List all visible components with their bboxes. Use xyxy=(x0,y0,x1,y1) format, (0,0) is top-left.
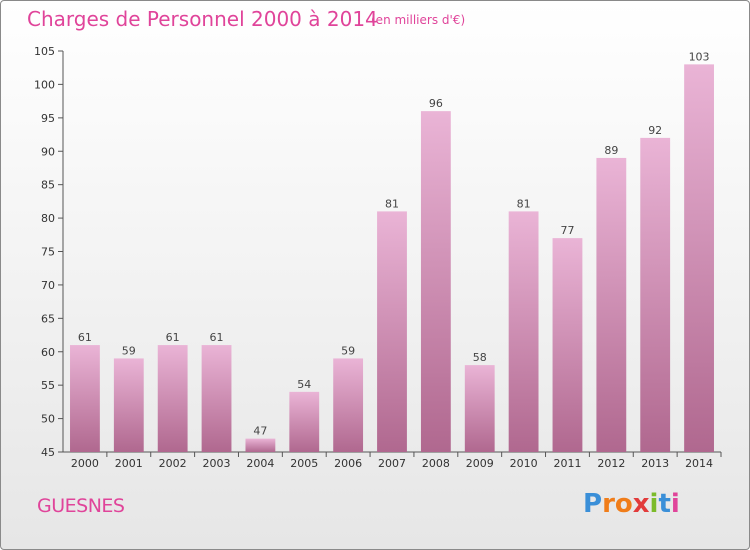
data-label: 59 xyxy=(341,344,355,357)
y-tick-label: 60 xyxy=(41,346,55,359)
x-tick-label: 2013 xyxy=(641,457,669,470)
x-tick-label: 2011 xyxy=(553,457,581,470)
logo-letter: x xyxy=(632,489,650,519)
y-tick-label: 50 xyxy=(41,413,55,426)
bar xyxy=(289,391,320,452)
bar xyxy=(201,345,232,452)
bar xyxy=(640,137,671,452)
data-label: 92 xyxy=(648,124,662,137)
x-tick-label: 2008 xyxy=(422,457,450,470)
bar xyxy=(420,111,451,453)
x-tick-label: 2009 xyxy=(466,457,494,470)
chart-subtitle: (en milliers d'€) xyxy=(371,13,466,27)
data-label: 47 xyxy=(253,425,267,438)
x-tick-label: 2005 xyxy=(290,457,318,470)
data-label: 61 xyxy=(166,331,180,344)
data-label: 61 xyxy=(78,331,92,344)
logo-letter: i xyxy=(649,489,659,519)
y-tick-label: 70 xyxy=(41,279,55,292)
chart-title: Charges de Personnel 2000 à 2014 xyxy=(27,7,378,31)
y-tick-label: 80 xyxy=(41,212,55,225)
x-tick-label: 2002 xyxy=(159,457,187,470)
bar xyxy=(157,345,188,452)
bar xyxy=(113,358,144,452)
bar xyxy=(552,238,583,452)
data-label: 61 xyxy=(210,331,224,344)
data-label: 103 xyxy=(689,50,710,63)
x-tick-label: 2010 xyxy=(510,457,538,470)
bar xyxy=(70,345,100,452)
bar xyxy=(464,365,495,452)
bar xyxy=(596,157,627,452)
logo-letter: o xyxy=(614,489,633,519)
y-tick-label: 45 xyxy=(41,446,55,459)
bar xyxy=(377,211,407,452)
data-label: 89 xyxy=(604,144,618,157)
logo-letter: t xyxy=(658,489,671,519)
x-tick-label: 2004 xyxy=(246,457,274,470)
bar xyxy=(684,64,714,452)
data-label: 58 xyxy=(473,351,487,364)
data-label: 96 xyxy=(429,97,443,110)
x-tick-label: 2001 xyxy=(115,457,143,470)
place-name: GUESNES xyxy=(37,495,125,517)
proxiti-logo: Proxiti xyxy=(583,489,680,519)
logo-letter: P xyxy=(583,489,603,519)
y-tick-label: 75 xyxy=(41,246,55,259)
y-tick-label: 55 xyxy=(41,379,55,392)
y-tick-label: 95 xyxy=(41,112,55,125)
x-tick-label: 2006 xyxy=(334,457,362,470)
y-tick-label: 105 xyxy=(34,45,55,58)
logo-letter: i xyxy=(670,489,680,519)
data-label: 81 xyxy=(385,197,399,210)
x-tick-label: 2003 xyxy=(203,457,231,470)
data-label: 81 xyxy=(517,197,531,210)
data-label: 59 xyxy=(122,344,136,357)
y-tick-label: 85 xyxy=(41,179,55,192)
data-label: 77 xyxy=(560,224,574,237)
bar xyxy=(245,438,276,452)
bar xyxy=(508,211,539,452)
x-tick-label: 2014 xyxy=(685,457,713,470)
data-label: 54 xyxy=(297,378,311,391)
x-tick-label: 2012 xyxy=(597,457,625,470)
y-tick-label: 65 xyxy=(41,312,55,325)
x-tick-label: 2000 xyxy=(71,457,99,470)
x-tick-label: 2007 xyxy=(378,457,406,470)
logo-letter: r xyxy=(602,489,615,519)
bar xyxy=(333,358,364,452)
y-tick-label: 100 xyxy=(34,78,55,91)
y-tick-label: 90 xyxy=(41,145,55,158)
